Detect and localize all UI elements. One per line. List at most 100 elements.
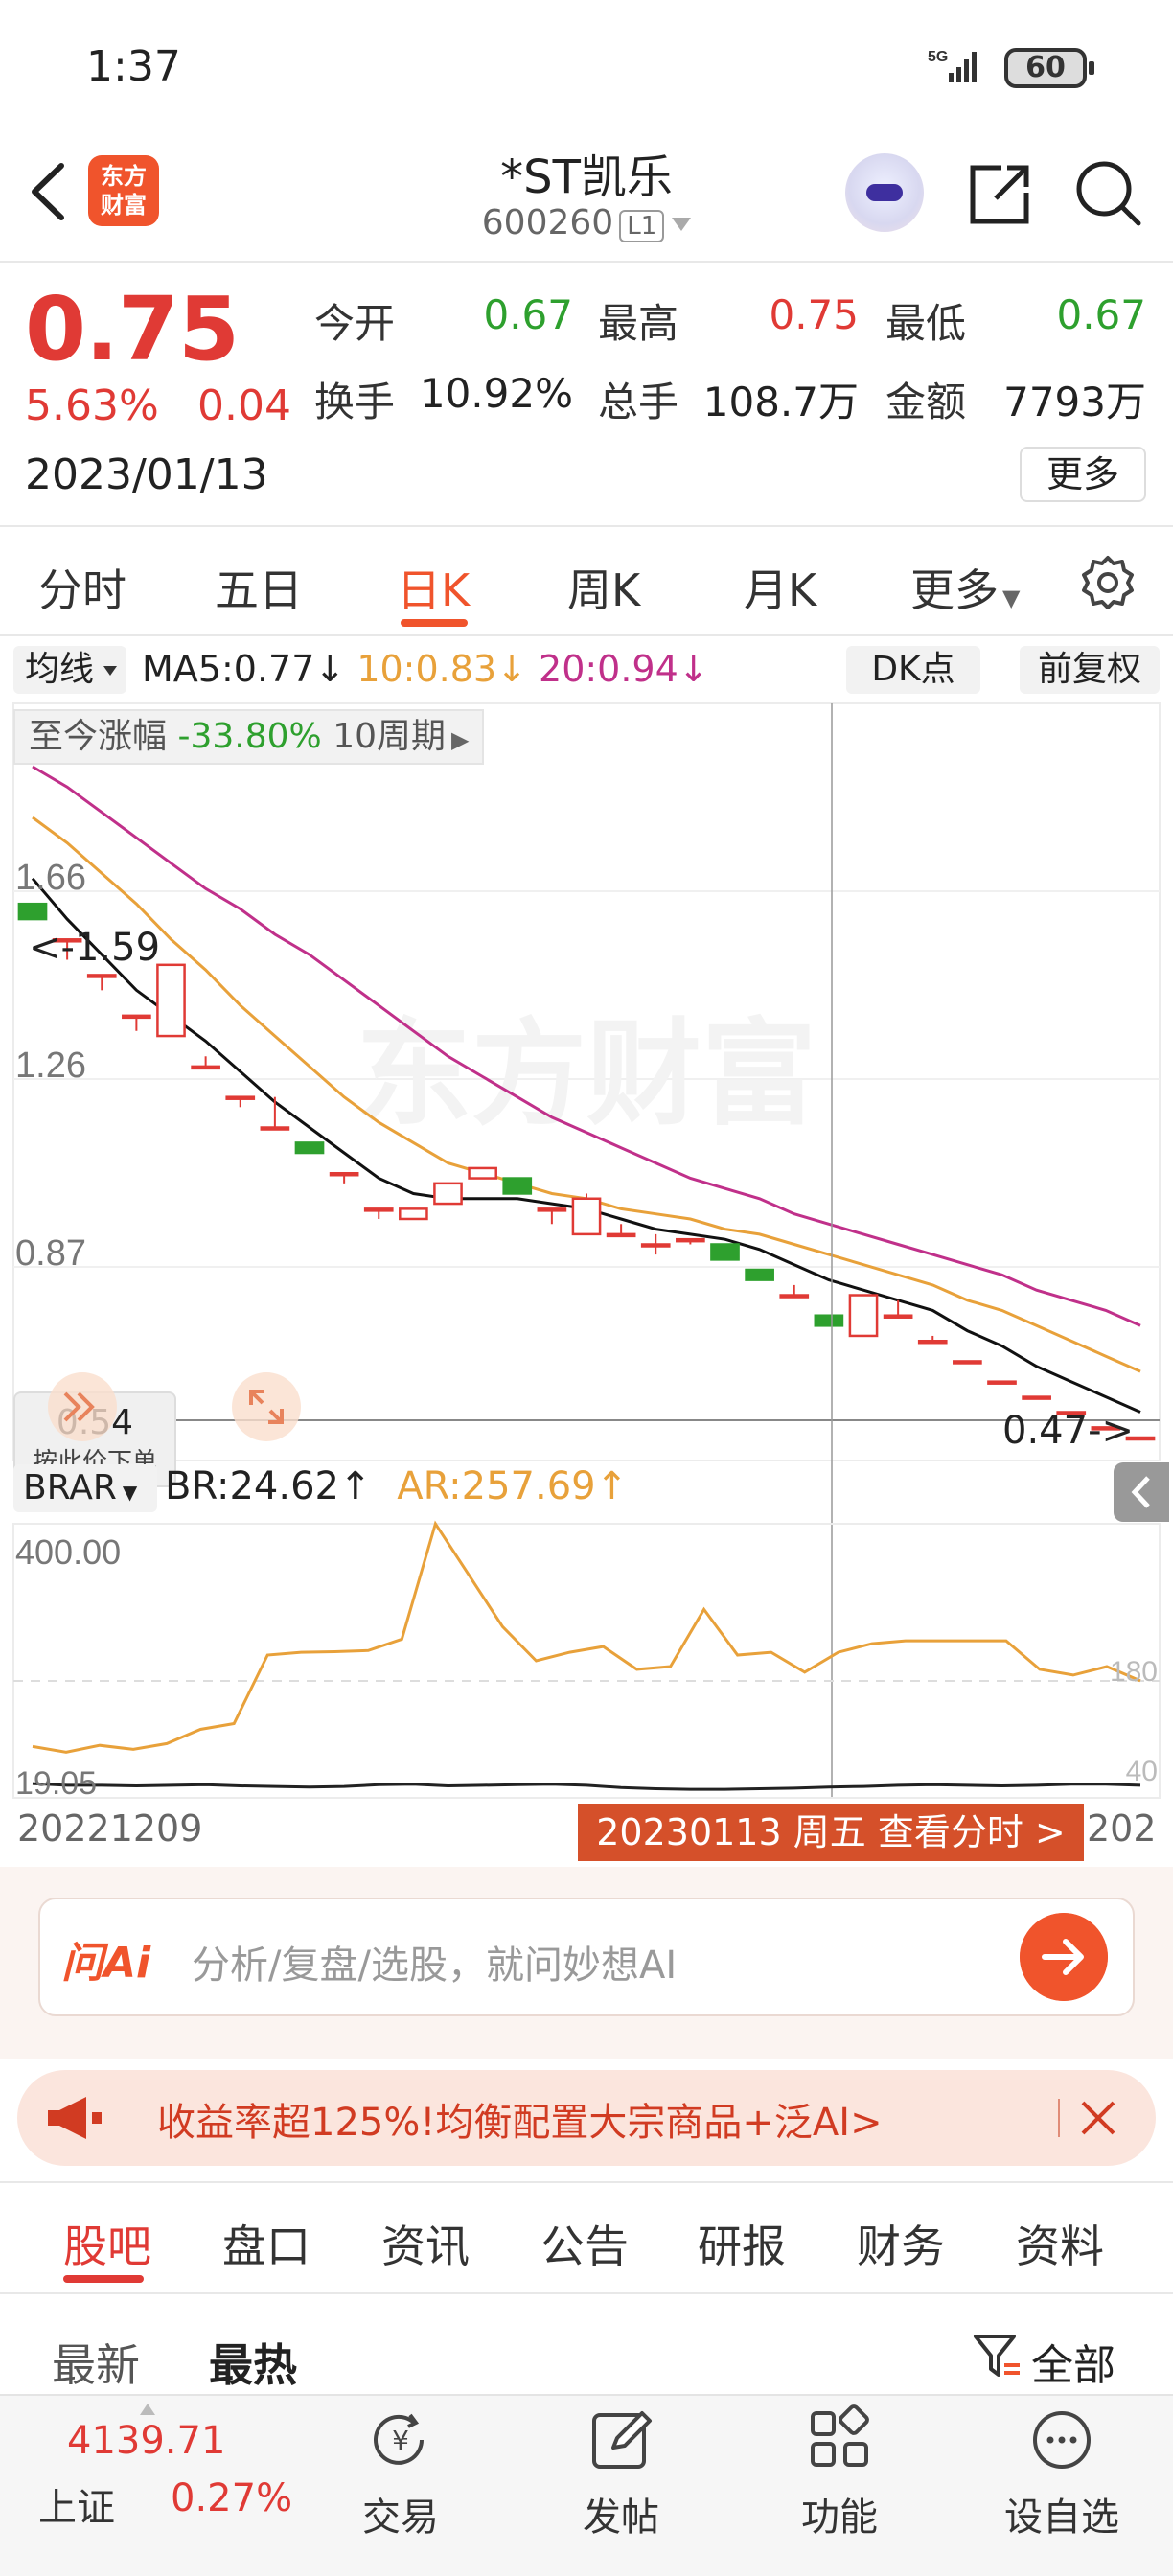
filter-label[interactable]: 全部 xyxy=(1031,2341,1116,2390)
chart-start-date: 20221209 xyxy=(17,1807,203,1850)
chevron-down-icon xyxy=(672,218,692,231)
index-value[interactable]: 4139.71 xyxy=(67,2419,226,2463)
chart-end-date: 202 xyxy=(1087,1807,1157,1850)
kline-chart[interactable]: 东方财富 1.66 1.26 0.87 400.00 180 40 19.05 xyxy=(0,700,1173,1869)
tab-more-periods[interactable]: 更多 ▼ xyxy=(910,556,1020,616)
nav-add-watchlist[interactable]: 设自选 xyxy=(985,2404,1138,2566)
amount-label: 金额 xyxy=(886,379,967,426)
sub-indicator-label: BRAR xyxy=(23,1468,117,1507)
open-label: 今开 xyxy=(314,300,396,347)
dk-point-button[interactable]: DK点 xyxy=(846,646,980,694)
chevron-left-icon[interactable] xyxy=(1114,1462,1169,1522)
ar-line xyxy=(32,1520,1141,1754)
tab-announcements[interactable]: 公告 xyxy=(540,2220,629,2272)
candle xyxy=(606,1224,636,1238)
more-dots-icon xyxy=(1033,2411,1091,2469)
gear-icon[interactable] xyxy=(1079,554,1137,611)
candle xyxy=(883,1300,913,1319)
turnover-value: 10.92% xyxy=(419,370,573,417)
promo-banner[interactable] xyxy=(17,2070,1156,2166)
arrow-right-icon[interactable] xyxy=(1020,1913,1108,2001)
active-tab-indicator xyxy=(63,2275,144,2283)
low-value: 0.67 xyxy=(1056,291,1146,338)
volume-value: 108.7万 xyxy=(702,379,859,426)
caret-down-icon: ▼ xyxy=(122,1481,138,1504)
candle xyxy=(779,1284,810,1299)
tab-news[interactable]: 资讯 xyxy=(381,2220,470,2272)
back-arrow-icon[interactable] xyxy=(21,158,79,225)
tab-daily-k[interactable]: 日K xyxy=(397,564,471,616)
share-icon[interactable] xyxy=(963,158,1036,231)
nav-post-label: 发帖 xyxy=(583,2496,659,2540)
indicator-select[interactable]: 均线 xyxy=(13,646,126,694)
candle xyxy=(86,974,117,991)
edit-icon xyxy=(592,2411,652,2469)
tab-five-day[interactable]: 五日 xyxy=(215,564,303,616)
divider xyxy=(0,634,1173,636)
sort-hottest[interactable]: 最热 xyxy=(209,2339,297,2391)
candle xyxy=(502,1177,533,1195)
period-low-marker: 0.47-> xyxy=(1002,1409,1135,1453)
nav-post[interactable]: 发帖 xyxy=(544,2404,698,2566)
brar-tick: 180 xyxy=(1110,1656,1158,1688)
tab-guba[interactable]: 股吧 xyxy=(63,2220,151,2272)
nav-functions[interactable]: 功能 xyxy=(763,2404,916,2566)
price-tick: 0.87 xyxy=(15,1233,86,1274)
tab-research[interactable]: 研报 xyxy=(698,2220,786,2272)
nav-trade[interactable]: ¥ 交易 xyxy=(324,2404,477,2566)
ar-value: AR:257.69 xyxy=(397,1464,596,1508)
candle xyxy=(1091,1426,1121,1431)
arrow-down-icon: ↓ xyxy=(314,648,346,690)
candle xyxy=(537,1208,567,1225)
change-value: 0.04 xyxy=(197,381,291,430)
nav-trade-label: 交易 xyxy=(362,2496,439,2540)
divider xyxy=(0,2181,1173,2183)
ai-logo: 问Ai xyxy=(61,1939,151,1988)
tab-profile[interactable]: 资料 xyxy=(1016,2220,1104,2272)
br-line xyxy=(32,1782,1141,1791)
adjust-mode-button[interactable]: 前复权 xyxy=(1020,646,1160,694)
tab-finance[interactable]: 财务 xyxy=(857,2220,945,2272)
candle xyxy=(399,1208,428,1221)
candle xyxy=(814,1314,844,1327)
brar-tick: 40 xyxy=(1126,1756,1158,1787)
search-icon[interactable] xyxy=(1071,156,1144,229)
arrow-down-icon: ↓ xyxy=(678,648,709,690)
range-change-tag[interactable]: 至今涨幅 -33.80% 10周期 ▶ xyxy=(13,709,485,765)
close-icon[interactable] xyxy=(1075,2095,1121,2141)
view-intraday-button[interactable]: 20230113 周五 查看分时 > xyxy=(578,1804,1084,1861)
candle xyxy=(122,1014,151,1031)
arrow-up-icon: ↑ xyxy=(595,1464,629,1508)
caret-up-icon xyxy=(140,2404,155,2415)
candle xyxy=(260,1096,290,1131)
quote-date: 2023/01/13 xyxy=(25,450,268,499)
grid-icon xyxy=(811,2404,869,2467)
more-button[interactable]: 更多 xyxy=(1020,447,1146,502)
tab-intraday[interactable]: 分时 xyxy=(38,564,126,616)
candle xyxy=(1125,1436,1156,1441)
candle xyxy=(294,1141,325,1155)
tab-order-book[interactable]: 盘口 xyxy=(222,2220,310,2272)
candle xyxy=(468,1166,497,1180)
candle xyxy=(225,1095,256,1108)
sort-latest[interactable]: 最新 xyxy=(52,2339,140,2391)
brar-tick: 400.00 xyxy=(15,1532,121,1572)
fullscreen-icon[interactable] xyxy=(232,1372,301,1441)
high-label: 最高 xyxy=(598,300,679,347)
high-value: 0.75 xyxy=(769,291,859,338)
range-label: 至今涨幅 xyxy=(29,717,168,756)
last-price: 0.75 xyxy=(25,278,240,380)
svg-text:5G: 5G xyxy=(928,49,948,65)
arrow-up-icon: ↑ xyxy=(339,1464,372,1508)
divider xyxy=(0,2292,1173,2294)
stock-code-selector[interactable]: 600260 L1 xyxy=(0,203,1173,242)
ai-assistant-icon[interactable] xyxy=(845,153,924,232)
ma20-value: 20:0.94 xyxy=(539,648,678,690)
filter-icon[interactable] xyxy=(970,2329,1024,2382)
ai-search-input[interactable] xyxy=(38,1898,1135,2016)
double-chevron-icon[interactable] xyxy=(48,1372,117,1441)
tab-monthly-k[interactable]: 月K xyxy=(744,564,817,616)
tab-weekly-k[interactable]: 周K xyxy=(567,564,641,616)
sub-indicator-select[interactable]: BRAR ▼ xyxy=(13,1464,157,1512)
change-percent: 5.63% xyxy=(25,381,159,430)
